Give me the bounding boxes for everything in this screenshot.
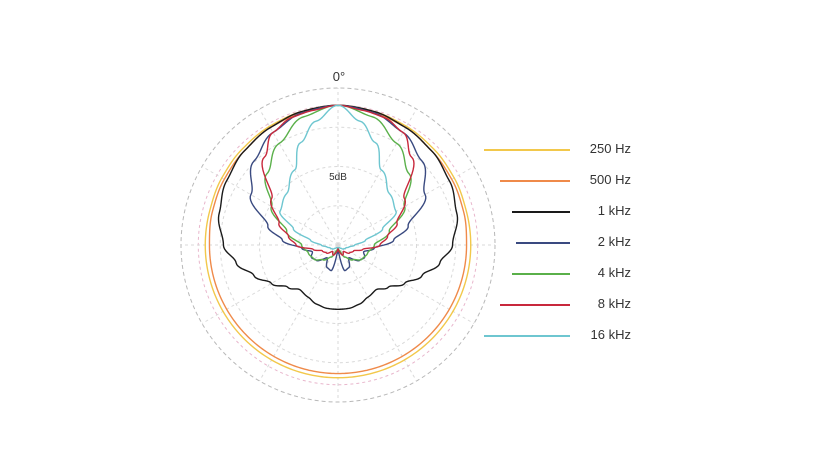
legend-label: 2 kHz [597, 234, 631, 249]
legend-item: 4 kHz [478, 264, 658, 284]
legend-swatch [512, 273, 570, 275]
series-curve-500-hz [208, 104, 468, 375]
legend-label: 250 Hz [589, 141, 631, 156]
grid-spoke-300 [201, 166, 339, 246]
polar-grid [180, 87, 496, 403]
legend-label: 8 kHz [597, 296, 631, 311]
series-curve-1-khz [217, 104, 459, 310]
legend-swatch [484, 149, 570, 151]
grid-spoke-30 [337, 108, 417, 246]
legend-label: 1 kHz [597, 203, 631, 218]
legend-swatch [500, 304, 570, 306]
legend-swatch [512, 211, 570, 213]
grid-spoke-240 [201, 244, 339, 324]
legend-item: 16 kHz [478, 326, 658, 346]
legend-swatch [484, 335, 570, 337]
legend-item: 8 kHz [478, 295, 658, 315]
legend-item: 1 kHz [478, 202, 658, 222]
grid-spoke-60 [337, 166, 475, 246]
grid-spoke-330 [259, 108, 339, 246]
legend-item: 250 Hz [478, 140, 658, 160]
grid-ring-3 [219, 126, 457, 364]
legend-label: 500 Hz [589, 172, 631, 187]
grid-ring-1 [298, 205, 378, 285]
series-curve-250-hz [204, 104, 472, 379]
grid-spoke-210 [259, 244, 339, 382]
legend-swatch [500, 180, 570, 182]
legend-item: 500 Hz [478, 171, 658, 191]
legend-label: 16 kHz [590, 327, 631, 342]
legend-item: 2 kHz [478, 233, 658, 253]
radial-scale-label: 5dB [329, 172, 347, 183]
grid-spoke-150 [337, 244, 417, 382]
grid-spoke-120 [337, 244, 475, 324]
polar-curves [204, 104, 472, 379]
legend-swatch [516, 242, 570, 244]
legend-label: 4 kHz [597, 265, 631, 280]
angle-label-top: 0° [333, 69, 345, 84]
series-curve-16-khz [279, 104, 397, 250]
